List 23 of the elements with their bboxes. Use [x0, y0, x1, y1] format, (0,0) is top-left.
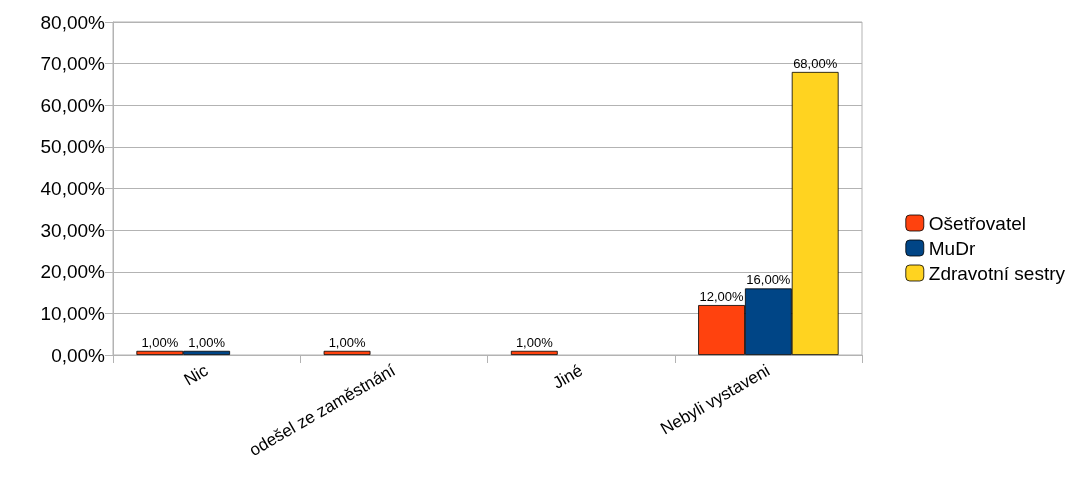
y-tick-label: 40,00%	[40, 178, 106, 199]
data-label: 1,00%	[141, 334, 179, 350]
y-tick-label: 80,00%	[40, 11, 106, 33]
y-tick-label: 0,00%	[51, 344, 106, 366]
x-tick-label: Jiné	[549, 360, 586, 393]
data-label: 68,00%	[793, 55, 838, 71]
bar	[323, 350, 371, 355]
data-label: 1,00%	[328, 334, 366, 350]
bar	[510, 350, 558, 355]
data-label: 16,00%	[746, 272, 791, 288]
y-tick-label: 10,00%	[40, 302, 106, 324]
x-tick-label: Nic	[180, 360, 212, 390]
y-tick-label: 50,00%	[40, 136, 106, 158]
legend-label: Zdravotní sestry	[928, 262, 1066, 284]
data-label: 1,00%	[515, 334, 554, 350]
data-label: 1,00%	[188, 334, 226, 350]
y-tick-label: 60,00%	[40, 94, 106, 116]
legend-label: MuDr	[928, 237, 976, 259]
legend-label: Ošetřovatel	[928, 212, 1026, 234]
data-label: 12,00%	[699, 289, 745, 305]
y-tick-label: 20,00%	[40, 261, 106, 283]
y-tick-label: 70,00%	[40, 53, 106, 75]
y-tick-label: 30,00%	[40, 219, 106, 241]
